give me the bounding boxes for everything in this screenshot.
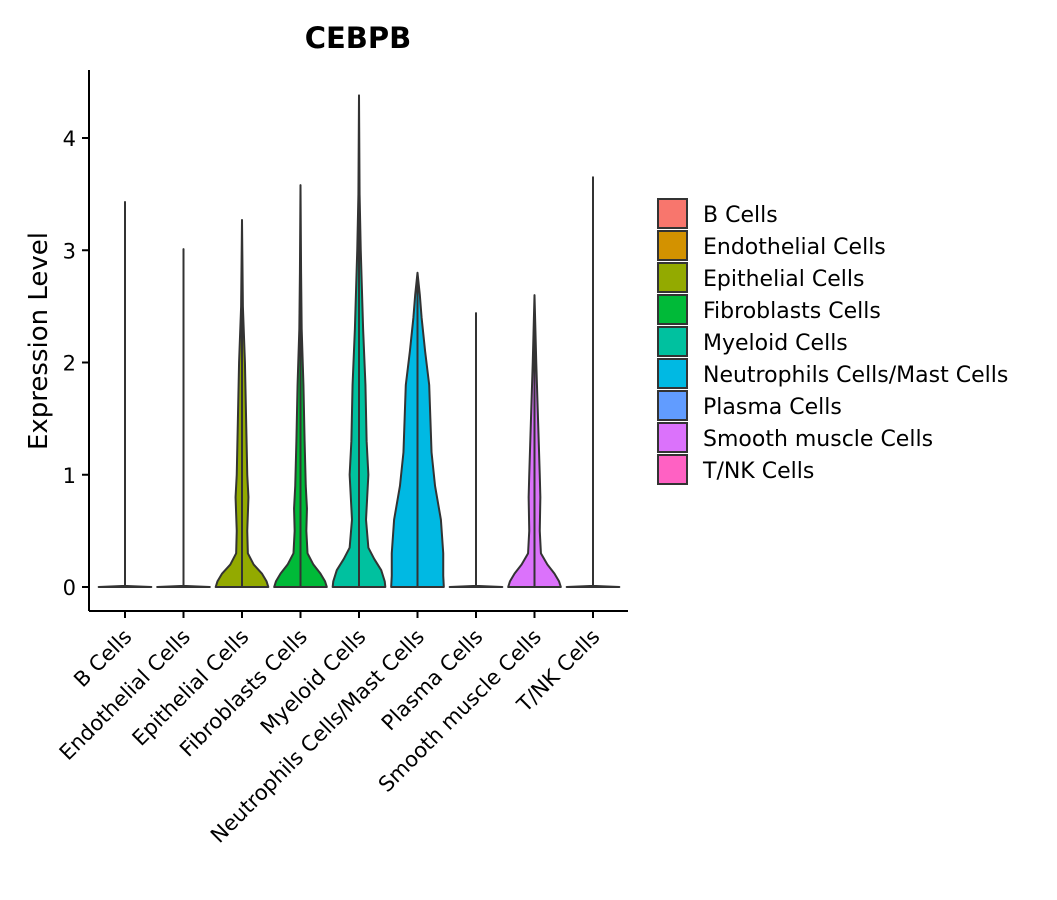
legend-label: Epithelial Cells (703, 267, 864, 292)
legend-key (657, 294, 688, 325)
legend: B Cells Endothelial Cells Epithelial Cells… (657, 198, 1008, 485)
legend-key (657, 198, 688, 229)
legend-key (657, 326, 688, 357)
chart-title: CEBPB (305, 21, 412, 55)
legend-key (657, 454, 688, 485)
plot-area (97, 94, 621, 588)
x-tick-label: Neutrophils Cells/Mast Cells (206, 625, 429, 848)
legend-label: Endothelial Cells (703, 235, 886, 260)
legend-key (657, 422, 688, 453)
y-tick-label: 4 (63, 127, 76, 151)
legend-label: Smooth muscle Cells (703, 427, 933, 452)
legend-label: T/NK Cells (702, 459, 814, 484)
legend-label: Fibroblasts Cells (703, 299, 881, 324)
y-axis-title: Expression Level (24, 232, 54, 450)
y-tick-label: 3 (63, 239, 76, 263)
y-ticks: 0 1 2 3 4 (63, 127, 89, 600)
legend-key (657, 358, 688, 389)
y-tick-label: 0 (63, 576, 76, 600)
legend-label: Myeloid Cells (703, 331, 848, 356)
y-tick-label: 1 (63, 464, 76, 488)
legend-key (657, 230, 688, 261)
y-tick-label: 2 (63, 352, 76, 376)
legend-key (657, 390, 688, 421)
legend-label: Plasma Cells (703, 395, 842, 420)
x-tick-label: Plasma Cells (377, 625, 488, 736)
legend-key (657, 262, 688, 293)
legend-label: Neutrophils Cells/Mast Cells (703, 363, 1008, 388)
legend-label: B Cells (703, 203, 778, 228)
